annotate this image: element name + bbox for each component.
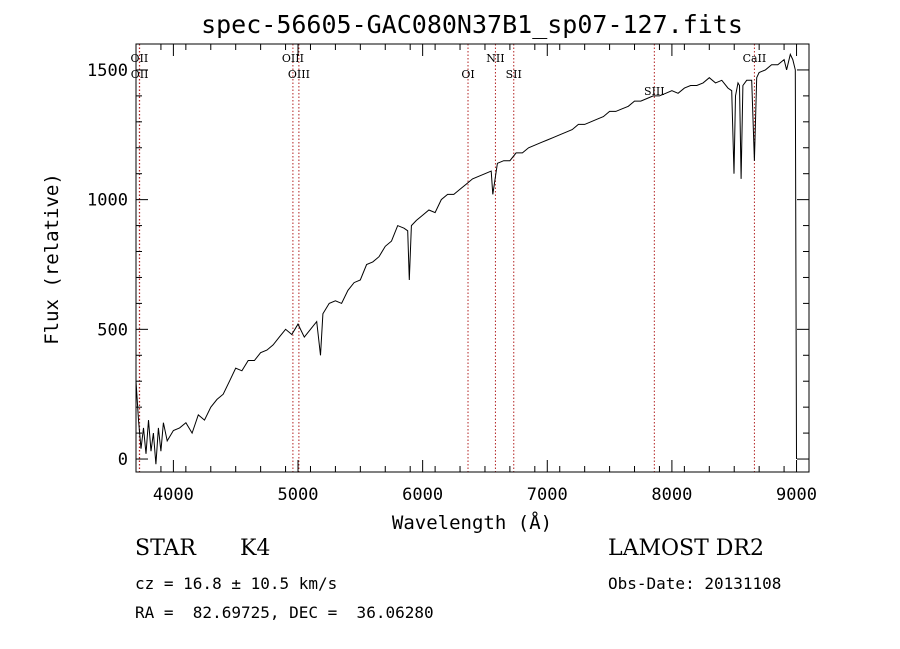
observation-date: Obs-Date: 20131108 [608,574,782,593]
axis-ticks: 4000 5000 6000 7000 8000 9000 0 500 1000 1500 [87,43,817,505]
spectral-line-label: SII [506,68,522,81]
x-tick-label: 8000 [651,485,692,505]
y-axis-label: Flux (relative) [41,173,63,345]
y-tick-label: 0 [118,450,128,470]
spectral-line-label: SIII [644,85,665,98]
chart-title: spec-56605-GAC080N37B1_sp07-127.fits [201,10,743,39]
x-tick-label: 6000 [402,485,443,505]
object-subclass: K4 [240,536,271,561]
x-axis-label: Wavelength (Å) [392,511,552,534]
spectral-line-label: OIII [288,68,310,81]
spectral-line-label: OII [131,68,149,81]
spectrum-line [135,52,797,465]
x-tick-label: 4000 [153,485,194,505]
x-tick-label: 5000 [278,485,319,505]
plot-frame [135,43,810,473]
redshift-text: cz = 16.8 ± 10.5 km/s [135,574,338,593]
y-tick-label: 1000 [87,191,128,211]
spectral-line-label: OI [461,68,474,81]
y-tick-label: 1500 [87,61,128,81]
spectral-line-label: CaII [743,52,767,65]
y-tick-label: 500 [97,320,128,340]
spectral-line-label: OIII [282,52,304,65]
spectral-line-label: NII [486,52,504,65]
spectrum-series [135,52,797,465]
survey-name: LAMOST DR2 [608,536,764,561]
x-tick-label: 9000 [776,485,817,505]
coordinates-text: RA = 82.69725, DEC = 36.06280 [135,603,434,622]
x-tick-label: 7000 [527,485,568,505]
object-class: STAR [135,536,196,561]
